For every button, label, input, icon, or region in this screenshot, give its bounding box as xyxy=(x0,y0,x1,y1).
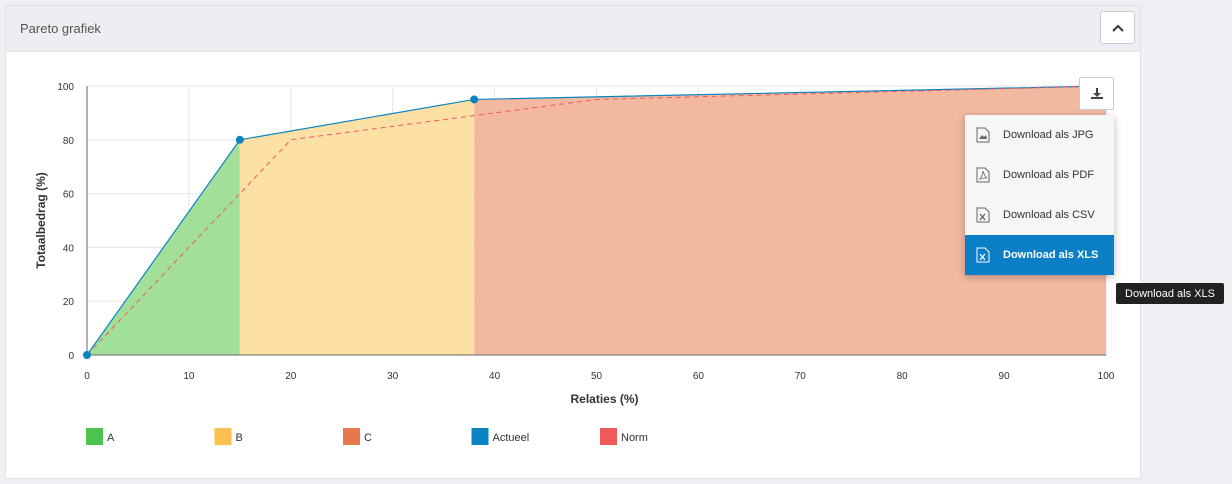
x-axis-label: Relaties (%) xyxy=(570,392,638,406)
band-area-b xyxy=(239,99,475,355)
download-pdf-item[interactable]: Download als PDF xyxy=(965,155,1114,195)
legend-label-a: A xyxy=(107,432,115,444)
x-tick-label-0: 0 xyxy=(84,371,90,382)
download-xls-label: Download als XLS xyxy=(1003,249,1099,261)
legend-swatch-norm xyxy=(600,428,617,445)
x-tick-label-5: 50 xyxy=(591,371,603,382)
legend-swatch-c xyxy=(343,428,360,445)
y-tick-label-3: 60 xyxy=(63,190,75,201)
x-tick-label-4: 40 xyxy=(489,371,501,382)
collapse-button[interactable] xyxy=(1100,11,1135,44)
legend-swatch-b xyxy=(214,428,232,445)
band-area-c xyxy=(474,86,1107,355)
chevron-up-icon xyxy=(1111,24,1124,32)
xls-file-icon xyxy=(976,247,990,263)
legend-label-norm: Norm xyxy=(621,432,648,444)
x-tick-label-3: 30 xyxy=(387,371,399,382)
y-tick-label-0: 0 xyxy=(68,351,74,362)
y-axis-label: Totaalbedrag (%) xyxy=(34,172,48,268)
actueel-point-2 xyxy=(470,95,479,104)
legend-label-b: B xyxy=(236,432,243,444)
download-csv-label: Download als CSV xyxy=(1003,209,1095,221)
legend-label-c: C xyxy=(364,432,372,444)
legend-swatch-a xyxy=(86,428,103,445)
series-line-actueel xyxy=(86,85,1107,356)
csv-file-icon xyxy=(976,207,990,223)
x-tick-label-2: 20 xyxy=(285,371,297,382)
x-tick-label-9: 90 xyxy=(999,371,1011,382)
panel-header: Pareto grafiek xyxy=(6,6,1140,52)
download-menu: Download als JPG Download als PDF Downlo… xyxy=(965,115,1114,275)
panel-title: Pareto grafiek xyxy=(20,21,101,36)
download-jpg-item[interactable]: Download als JPG xyxy=(965,115,1114,155)
download-csv-item[interactable]: Download als CSV xyxy=(965,195,1114,235)
actueel-point-0 xyxy=(83,351,91,359)
download-pdf-label: Download als PDF xyxy=(1003,169,1095,181)
download-jpg-label: Download als JPG xyxy=(1003,129,1094,141)
download-icon xyxy=(1090,88,1103,99)
y-tick-label-5: 100 xyxy=(57,82,74,93)
y-tick-label-4: 80 xyxy=(63,136,75,147)
y-tick-label-1: 20 xyxy=(63,297,75,308)
x-tick-label-7: 70 xyxy=(795,371,807,382)
download-xls-item[interactable]: Download als XLS xyxy=(965,235,1114,275)
x-tick-label-8: 80 xyxy=(897,371,909,382)
x-tick-label-6: 60 xyxy=(693,371,705,382)
x-tick-label-1: 10 xyxy=(183,371,195,382)
image-file-icon xyxy=(976,127,990,143)
y-tick-label-2: 40 xyxy=(63,243,75,254)
x-tick-label-10: 100 xyxy=(1098,371,1115,382)
legend-swatch-actueel xyxy=(471,428,489,445)
pdf-file-icon xyxy=(976,167,990,183)
actueel-point-1 xyxy=(235,135,244,144)
legend-label-actueel: Actueel xyxy=(493,432,530,444)
download-tooltip: Download als XLS xyxy=(1116,283,1224,304)
download-button[interactable] xyxy=(1079,77,1114,110)
series-line-norm xyxy=(86,85,1107,356)
